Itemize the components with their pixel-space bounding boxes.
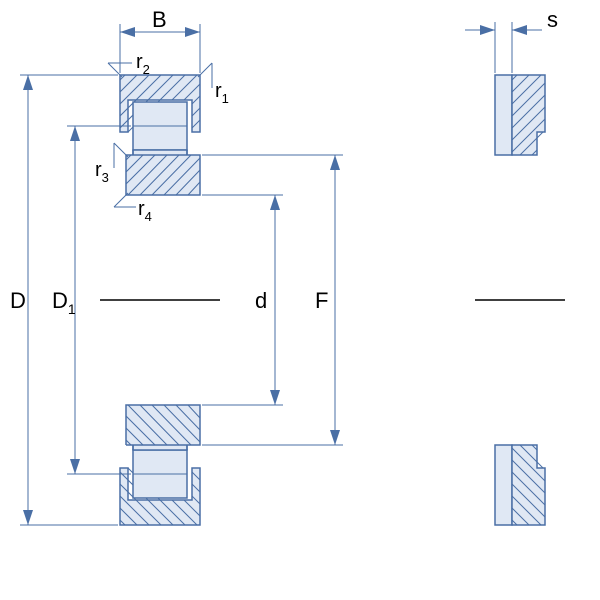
thick-ring-bottom: [512, 445, 545, 525]
dim-s: [465, 22, 542, 73]
right-cross-section: [475, 75, 565, 525]
thin-ring-bottom: [495, 445, 512, 525]
label-D: D: [10, 288, 26, 313]
inner-ring-top: [126, 150, 200, 195]
label-r2: r2: [136, 51, 150, 77]
label-r4: r4: [138, 198, 152, 224]
thick-ring-top: [512, 75, 545, 155]
left-cross-section: [100, 75, 220, 525]
label-r1: r1: [215, 80, 229, 106]
label-D1: D1: [52, 288, 76, 317]
labels: B D D1 d F s r2 r1 r3 r4: [10, 7, 558, 317]
dimensions: [20, 22, 542, 525]
label-B: B: [152, 7, 167, 32]
label-s: s: [547, 7, 558, 32]
inner-ring-bottom: [126, 405, 200, 450]
label-d: d: [255, 288, 267, 313]
bearing-cross-section-diagram: B D D1 d F s r2 r1 r3 r4: [0, 0, 600, 600]
thin-ring-top: [495, 75, 512, 155]
label-F: F: [315, 288, 328, 313]
label-r3: r3: [95, 159, 109, 185]
